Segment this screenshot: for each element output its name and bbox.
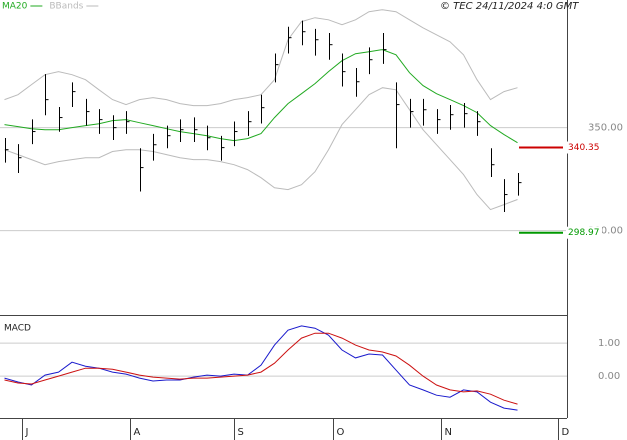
legend-label: BBands <box>49 2 83 12</box>
x-tick-label: A <box>134 427 141 438</box>
y-tick-label: 350.00 <box>588 123 623 134</box>
x-tick-label: O <box>337 427 345 438</box>
macd-line <box>4 332 518 405</box>
macd-line <box>4 325 518 411</box>
x-tick-label: N <box>445 427 452 438</box>
ma-line <box>4 49 518 144</box>
legend-label: MA20 <box>2 2 28 12</box>
y-tick-label: 1.00 <box>598 338 620 349</box>
band-upper <box>4 9 518 107</box>
level-label: 298.97 <box>568 228 600 238</box>
x-tick-label: J <box>25 427 29 438</box>
level-label: 340.35 <box>568 143 600 153</box>
copyright: © TEC 24/11/2024 4:0 GMT <box>440 1 579 12</box>
level-label-bg <box>566 226 602 239</box>
panel-title: MACD <box>4 324 31 334</box>
x-tick-label: D <box>562 427 570 438</box>
y-tick-label: 300.00 <box>588 226 623 237</box>
y-tick-label: 0.00 <box>598 371 620 382</box>
x-tick-label: S <box>238 427 244 438</box>
band-lower <box>4 87 518 211</box>
level-label-bg <box>566 141 602 154</box>
